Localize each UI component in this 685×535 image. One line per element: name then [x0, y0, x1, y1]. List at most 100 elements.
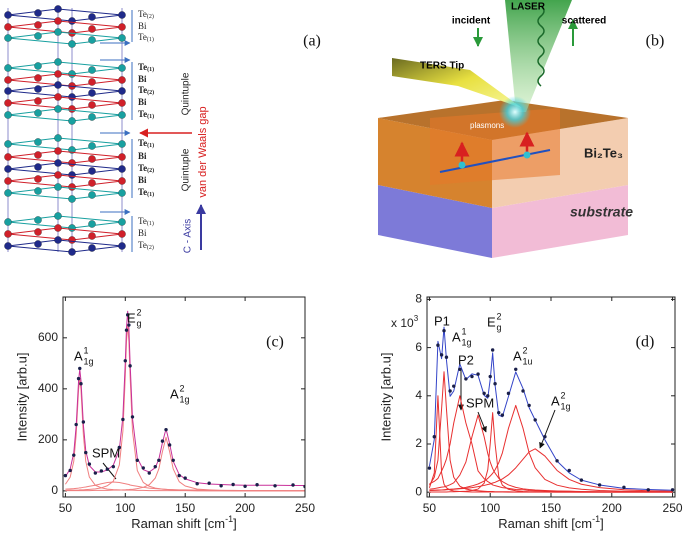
- data-point: [255, 483, 259, 487]
- y-tick-label: 8: [415, 292, 422, 306]
- atom: [88, 36, 96, 44]
- data-point: [84, 450, 88, 455]
- atom: [68, 117, 76, 125]
- atom: [88, 220, 96, 228]
- atom: [88, 167, 96, 175]
- annotation-sup: 1: [462, 326, 467, 336]
- atom: [88, 232, 96, 240]
- data-point: [555, 459, 559, 463]
- ters-tip: [392, 58, 522, 108]
- atom: [88, 101, 96, 109]
- layer-element: Bi: [138, 228, 147, 238]
- atom: [118, 140, 126, 148]
- atom: [54, 134, 62, 142]
- atomic-plane: [7, 84, 123, 98]
- fit-curve: [429, 412, 673, 493]
- data-point: [164, 427, 168, 432]
- atom: [68, 17, 76, 25]
- atom: [34, 151, 42, 159]
- annotation-sup: 2: [180, 383, 185, 393]
- layer-label: Bi: [138, 151, 147, 161]
- layer-element: Bi: [138, 21, 147, 31]
- laser-label: LASER: [511, 2, 546, 13]
- data-point: [123, 359, 127, 363]
- layer-element: Te: [138, 240, 147, 250]
- x-tick-label: 50: [423, 501, 437, 515]
- layer-element: Te: [138, 85, 147, 95]
- atom: [68, 171, 76, 179]
- annotation-sub: 1g: [561, 401, 571, 411]
- atom: [54, 28, 62, 36]
- layer-index: (1): [147, 220, 154, 227]
- data-point: [130, 415, 135, 419]
- atom: [34, 216, 42, 224]
- atomic-plane: [7, 8, 123, 22]
- atom: [54, 17, 62, 25]
- plasmon-glow: [499, 96, 531, 128]
- panel-label: (b): [646, 33, 665, 50]
- data-point: [231, 482, 235, 487]
- data-point: [68, 468, 72, 473]
- layer-label: Te(1): [138, 109, 154, 120]
- atom: [68, 224, 76, 232]
- atom: [54, 58, 62, 66]
- axis-multiplier-text: x 10: [391, 316, 414, 330]
- x-tick-label: 150: [541, 501, 561, 515]
- atom: [118, 165, 126, 173]
- layer-element: Bi: [138, 74, 147, 84]
- x-tick-label: 100: [480, 501, 500, 515]
- plot-frame: [62, 296, 306, 498]
- y-tick-label: 4: [415, 388, 422, 402]
- atom: [68, 93, 76, 101]
- annotation: P2: [458, 352, 474, 367]
- surface-current: [439, 149, 551, 173]
- data-point: [506, 391, 511, 396]
- x-tick-label: 50: [59, 501, 73, 515]
- atom: [118, 87, 126, 95]
- atom: [118, 177, 126, 185]
- y-tick-label: 6: [415, 340, 422, 354]
- atom: [118, 76, 126, 84]
- atom: [68, 70, 76, 78]
- annotation-sup: 2: [561, 390, 566, 400]
- panel-a: Quintuple Quintuple van der Waals gap C …: [4, 5, 321, 256]
- atom: [54, 5, 62, 13]
- layer-label: Te(2): [138, 240, 154, 251]
- chart: 50 100 150 200 250 0 200 400 600 Raman shift [cm-…: [14, 296, 315, 531]
- data-point: [476, 372, 480, 376]
- data-point: [470, 374, 474, 379]
- layer-label: Te(1): [138, 187, 154, 198]
- atom: [4, 11, 12, 19]
- atom: [88, 66, 96, 74]
- atom: [34, 240, 42, 248]
- atom: [118, 23, 126, 31]
- annotation-sub: 1u: [523, 356, 533, 366]
- layer-index: (1): [147, 66, 154, 73]
- data-point: [427, 466, 432, 470]
- annotation: A: [170, 386, 179, 401]
- atom: [88, 191, 96, 199]
- atom: [88, 13, 96, 21]
- data-point: [497, 410, 501, 415]
- substrate-side: [492, 185, 628, 258]
- film-label: Bi₂Te₃: [584, 145, 623, 160]
- quintuple-label: Quintuple: [181, 148, 192, 191]
- atom: [118, 99, 126, 107]
- atom: [4, 218, 12, 226]
- fit-curve: [428, 326, 673, 491]
- annotation: E: [487, 314, 496, 329]
- annotation: A: [452, 329, 461, 344]
- y-tick-label: 600: [38, 330, 58, 344]
- layer-element: Te: [138, 9, 147, 19]
- atom: [4, 87, 12, 95]
- x-axis-label-sup: -1: [225, 514, 233, 524]
- layer-label: Bi: [138, 175, 147, 185]
- data-point: [121, 417, 125, 422]
- atom: [4, 242, 12, 250]
- layer-label: Te(1): [138, 216, 154, 227]
- atom: [68, 248, 76, 256]
- annotation-sup: 2: [137, 307, 142, 317]
- x-axis-label-sup: -1: [592, 514, 600, 524]
- data-point: [76, 376, 81, 381]
- data-point: [493, 382, 497, 386]
